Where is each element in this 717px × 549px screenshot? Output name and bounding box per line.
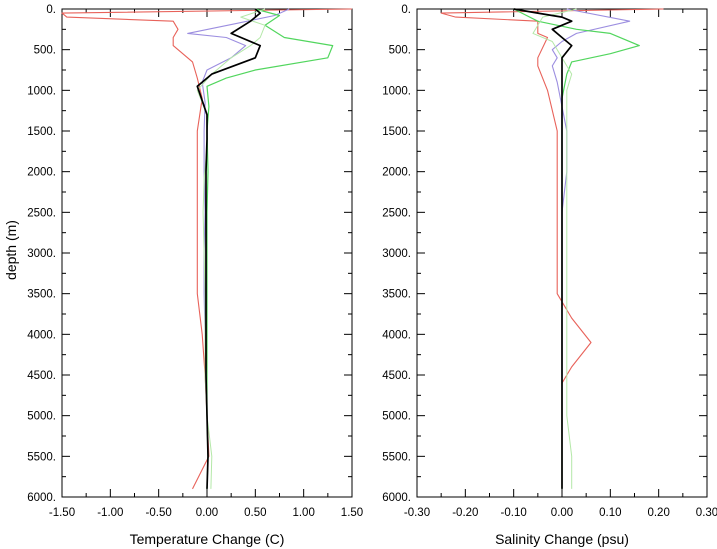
y-tick-label-salinity: 3500. xyxy=(382,289,411,301)
y-tick-label-temperature: 5000. xyxy=(27,411,56,423)
y-tick-label-temperature: 500. xyxy=(34,45,56,57)
y-axis-title: depth (m) xyxy=(3,220,19,280)
y-tick-label-temperature: 5500. xyxy=(27,451,56,463)
y-tick-label-salinity: 5000. xyxy=(382,411,411,423)
y-tick-label-salinity: 4000. xyxy=(382,329,411,341)
y-tick-label-salinity: 500. xyxy=(389,45,411,57)
x-tick-label-salinity: -0.30 xyxy=(404,507,430,519)
series-line-temperature-5 xyxy=(196,8,262,489)
x-tick-label-salinity: 0.20 xyxy=(647,507,669,519)
series-line-temperature-3 xyxy=(206,8,334,489)
y-tick-label-salinity: 1000. xyxy=(382,85,411,97)
x-tick-label-salinity: 0.10 xyxy=(599,507,621,519)
y-tick-label-salinity: 0. xyxy=(401,4,411,16)
x-axis-title-temperature: Temperature Change (C) xyxy=(130,531,285,547)
series-line-salinity-2 xyxy=(551,8,631,489)
y-tick-label-salinity: 5500. xyxy=(382,451,411,463)
chart-temperature: 0.500.1000.1500.2000.2500.3000.3500.4000… xyxy=(27,4,363,547)
y-tick-label-salinity: 4500. xyxy=(382,370,411,382)
chart-salinity: 0. 500. 1000. 1500. 2000. 2500. 3000. 3500. 4000… xyxy=(382,4,717,547)
x-tick-label-salinity: 0.30 xyxy=(696,507,717,519)
x-tick-label-salinity: -0.20 xyxy=(452,507,478,519)
y-tick-label-temperature: 3500. xyxy=(27,289,56,301)
y-tick-label-temperature: 2500. xyxy=(27,207,56,219)
x-tick-label-temperature: 1.00 xyxy=(292,507,314,519)
y-tick-label-salinity: 6000. xyxy=(382,492,411,504)
y-tick-label-temperature: 6000. xyxy=(27,492,56,504)
series-group-salinity xyxy=(440,8,664,489)
y-tick-label-temperature: 0. xyxy=(46,4,56,16)
x-axis-title-salinity: Salinity Change (psu) xyxy=(495,531,629,547)
y-tick-label-temperature: 3000. xyxy=(27,248,56,260)
y-tick-label-salinity: 1500. xyxy=(382,126,411,138)
x-tick-label-salinity: -0.10 xyxy=(501,507,527,519)
y-tick-label-temperature: 1000. xyxy=(27,85,56,97)
x-tick-label-temperature: 0.00 xyxy=(196,507,218,519)
x-tick-label-temperature: -0.50 xyxy=(146,507,172,519)
ticks-temperature: 0.500.1000.1500.2000.2500.3000.3500.4000… xyxy=(27,4,363,519)
series-line-salinity-4 xyxy=(532,8,577,489)
y-tick-label-salinity: 2500. xyxy=(382,207,411,219)
y-tick-label-salinity: 3000. xyxy=(382,248,411,260)
series-line-salinity-1 xyxy=(440,8,664,489)
ticks-salinity: 0. 500. 1000. 1500. 2000. 2500. 3000. 3500. 4000… xyxy=(382,4,717,519)
series-line-salinity-5 xyxy=(513,8,573,489)
y-tick-label-temperature: 2000. xyxy=(27,167,56,179)
series-line-salinity-3 xyxy=(513,8,640,489)
x-tick-label-temperature: 0.50 xyxy=(244,507,266,519)
y-tick-label-temperature: 1500. xyxy=(27,126,56,138)
x-tick-label-temperature: -1.50 xyxy=(49,507,75,519)
y-tick-label-temperature: 4000. xyxy=(27,329,56,341)
y-tick-label-temperature: 4500. xyxy=(27,370,56,382)
x-tick-label-temperature: 1.50 xyxy=(341,507,363,519)
x-tick-label-salinity: 0.00 xyxy=(551,507,573,519)
series-group-temperature xyxy=(61,8,353,490)
y-tick-label-salinity: 2000. xyxy=(382,167,411,179)
x-tick-label-temperature: -1.00 xyxy=(97,507,123,519)
